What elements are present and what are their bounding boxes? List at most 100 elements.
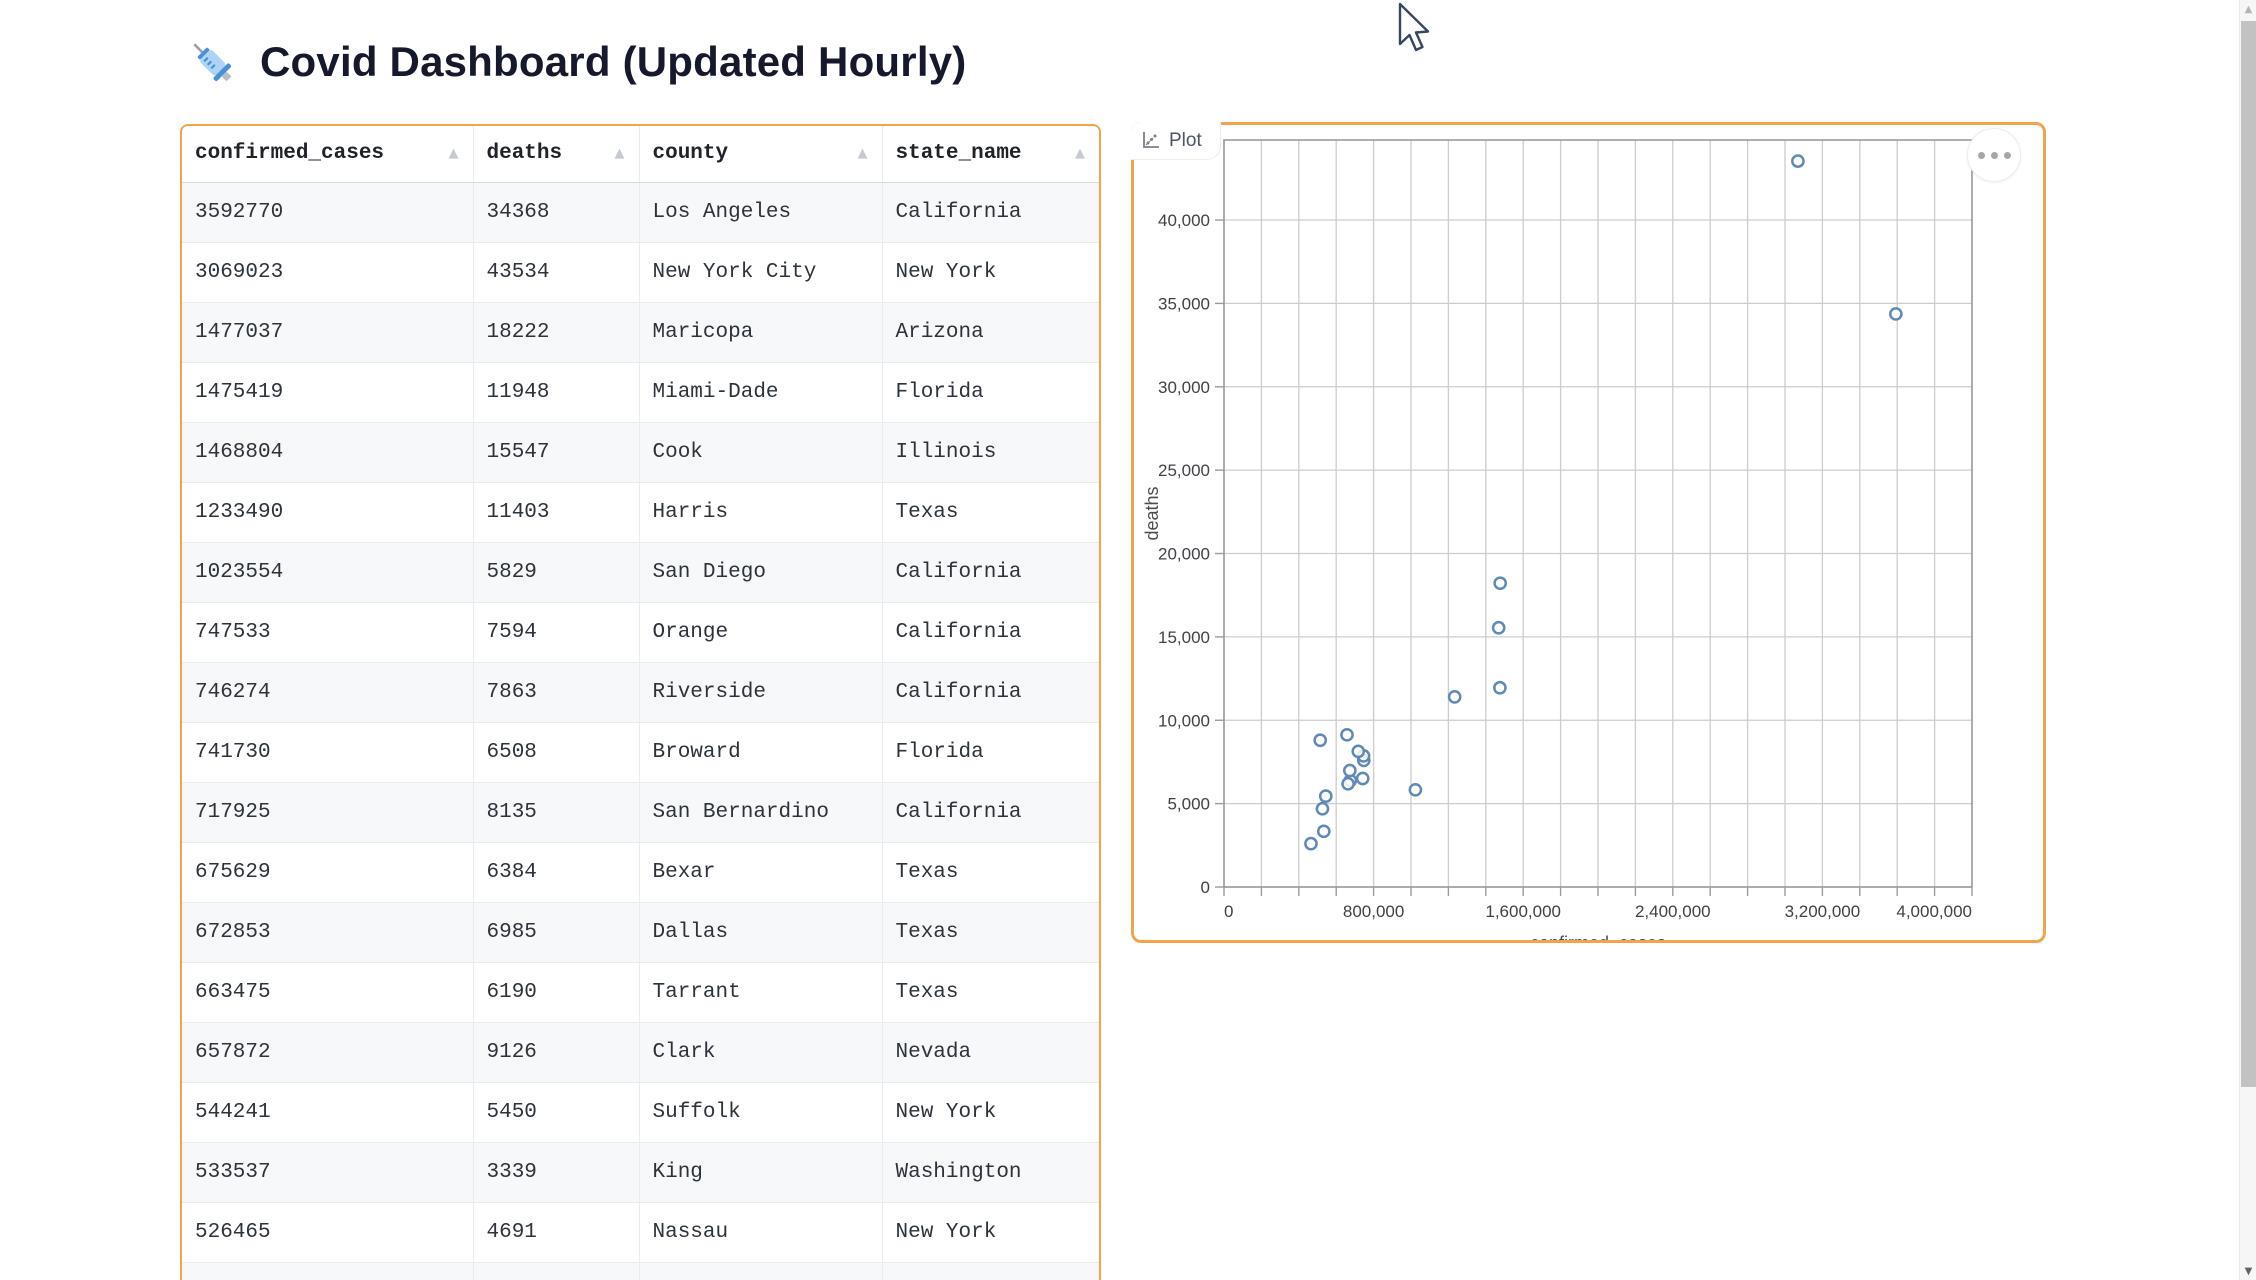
panel-menu-button[interactable] bbox=[1967, 128, 2021, 182]
scatter-point[interactable] bbox=[1491, 620, 1506, 635]
mouse-cursor bbox=[1398, 2, 1430, 52]
scatter-point[interactable] bbox=[1351, 744, 1366, 759]
table-row[interactable]: 544241 5450 Suffolk New York bbox=[182, 1082, 1099, 1143]
scroll-up-button[interactable]: ▲ bbox=[2240, 0, 2256, 18]
cell-confirmed-cases: 3069023 bbox=[182, 242, 474, 303]
table-row[interactable]: 3069023 43534 New York City New York bbox=[182, 242, 1099, 303]
scatter-point[interactable] bbox=[1341, 776, 1355, 791]
cell-deaths: 8135 bbox=[473, 782, 640, 843]
sort-triangle-up-icon[interactable]: ▲ bbox=[614, 145, 625, 161]
cell-deaths: 5829 bbox=[473, 542, 640, 603]
column-header-county[interactable]: county ▲ bbox=[639, 126, 883, 183]
scatter-point[interactable] bbox=[1791, 154, 1805, 168]
plot-tab[interactable]: Plot bbox=[1131, 122, 1221, 160]
scatter-point[interactable] bbox=[1313, 733, 1328, 748]
cell-state-name: Florida bbox=[882, 362, 1099, 423]
cell-state-name: Nevada bbox=[882, 1022, 1099, 1083]
vertical-scrollbar[interactable]: ▲ ▼ bbox=[2239, 0, 2256, 1280]
scatter-point[interactable] bbox=[1493, 680, 1507, 695]
table-row[interactable]: 741730 6508 Broward Florida bbox=[182, 722, 1099, 783]
table-row[interactable]: 747533 7594 Orange California bbox=[182, 602, 1099, 663]
scatter-point[interactable] bbox=[1355, 771, 1370, 786]
ellipsis-icon bbox=[2003, 151, 2011, 159]
scatter-point[interactable] bbox=[1318, 789, 1333, 803]
cell-state-name: Michigan bbox=[882, 1262, 1099, 1280]
scroll-down-button[interactable]: ▼ bbox=[2240, 1262, 2256, 1280]
table-row[interactable]: 1475419 11948 Miami-Dade Florida bbox=[182, 362, 1099, 423]
cell-state-name: Arizona bbox=[882, 302, 1099, 363]
table-row[interactable]: 533537 3339 King Washington bbox=[182, 1142, 1099, 1203]
table-row[interactable]: 1468804 15547 Cook Illinois bbox=[182, 422, 1099, 483]
cell-deaths: 7863 bbox=[473, 662, 640, 723]
cell-confirmed-cases: 544241 bbox=[182, 1082, 474, 1143]
cell-county: San Diego bbox=[639, 542, 883, 603]
x-tick-label: 3,200,000 bbox=[1785, 902, 1861, 921]
x-tick-label: 1,600,000 bbox=[1485, 902, 1561, 921]
scatter-point[interactable] bbox=[1888, 307, 1903, 321]
cell-county: Harris bbox=[639, 482, 883, 543]
sort-triangle-up-icon[interactable]: ▲ bbox=[1075, 145, 1085, 161]
scatter-chart-icon bbox=[1143, 132, 1159, 148]
triangle-up-icon: ▲ bbox=[2244, 3, 2253, 15]
scatter-point[interactable] bbox=[1340, 727, 1354, 742]
table-row[interactable]: 1477037 18222 Maricopa Arizona bbox=[182, 302, 1099, 363]
cell-state-name: Texas bbox=[882, 902, 1099, 963]
table-row[interactable]: 1233490 11403 Harris Texas bbox=[182, 482, 1099, 543]
table-row[interactable]: 3592770 34368 Los Angeles California bbox=[182, 182, 1099, 243]
scatter-point[interactable] bbox=[1316, 824, 1331, 839]
table-row[interactable]: 717925 8135 San Bernardino California bbox=[182, 782, 1099, 843]
sort-triangle-up-icon[interactable]: ▲ bbox=[857, 145, 868, 161]
column-header-confirmed-cases[interactable]: confirmed_cases ▲ bbox=[182, 126, 474, 183]
column-header-deaths[interactable]: deaths ▲ bbox=[473, 126, 640, 183]
scrollbar-thumb[interactable] bbox=[2241, 21, 2256, 1087]
cell-deaths: 5450 bbox=[473, 1082, 640, 1143]
syringe-icon bbox=[193, 43, 231, 81]
x-tick-label: 0 bbox=[1224, 902, 1233, 921]
cell-state-name: California bbox=[882, 662, 1099, 723]
cell-confirmed-cases: 717925 bbox=[182, 782, 474, 843]
cell-county: Suffolk bbox=[639, 1082, 883, 1143]
cell-confirmed-cases: 533537 bbox=[182, 1142, 474, 1203]
cell-confirmed-cases: 746274 bbox=[182, 662, 474, 723]
cell-state-name: California bbox=[882, 602, 1099, 663]
table-row[interactable]: 672853 6985 Dallas Texas bbox=[182, 902, 1099, 963]
cell-county: Cook bbox=[639, 422, 883, 483]
y-tick-label: 0 bbox=[1201, 878, 1210, 897]
scatter-point[interactable] bbox=[1304, 836, 1318, 851]
cell-county: Maricopa bbox=[639, 302, 883, 363]
table-row[interactable]: 5145128802WayneMichigan bbox=[182, 1262, 1099, 1280]
plot-tab-label: Plot bbox=[1169, 129, 1202, 151]
cell-confirmed-cases: 3592770 bbox=[182, 182, 474, 243]
column-header-state-name[interactable]: state_name ▲ bbox=[882, 126, 1099, 183]
table-row[interactable]: 1023554 5829 San Diego California bbox=[182, 542, 1099, 603]
cell-deaths: 6190 bbox=[473, 962, 640, 1023]
cell-state-name: California bbox=[882, 542, 1099, 603]
column-label: county bbox=[652, 142, 729, 166]
table-row[interactable]: 675629 6384 Bexar Texas bbox=[182, 842, 1099, 903]
table-header-row: confirmed_cases ▲ deaths ▲ county ▲ stat… bbox=[182, 126, 1099, 183]
cell-county: Bexar bbox=[639, 842, 883, 903]
y-axis-title: deaths bbox=[1142, 486, 1162, 540]
table-row[interactable]: 526465 4691 Nassau New York bbox=[182, 1202, 1099, 1263]
cell-state-name: California bbox=[882, 782, 1099, 843]
cell-confirmed-cases: 526465 bbox=[182, 1202, 474, 1263]
scatter-point[interactable] bbox=[1447, 690, 1462, 704]
table-row[interactable]: 746274 7863 Riverside California bbox=[182, 662, 1099, 723]
cell-county: Miami-Dade bbox=[639, 362, 883, 423]
table-row[interactable]: 657872 9126 Clark Nevada bbox=[182, 1022, 1099, 1083]
scatter-point[interactable] bbox=[1408, 782, 1423, 797]
cell-confirmed-cases: 1475419 bbox=[182, 362, 474, 423]
scatter-point[interactable] bbox=[1493, 576, 1508, 591]
scatter-point[interactable] bbox=[1342, 763, 1357, 778]
y-tick-label: 20,000 bbox=[1158, 545, 1210, 564]
table-row[interactable]: 663475 6190 Tarrant Texas bbox=[182, 962, 1099, 1023]
y-tick-label: 10,000 bbox=[1158, 711, 1210, 730]
y-tick-label: 5,000 bbox=[1167, 795, 1210, 814]
sort-triangle-up-icon[interactable]: ▲ bbox=[448, 145, 459, 161]
y-tick-label: 15,000 bbox=[1158, 628, 1210, 647]
scatter-point[interactable] bbox=[1315, 801, 1330, 816]
x-tick-label: 800,000 bbox=[1343, 902, 1404, 921]
cell-confirmed-cases: 1468804 bbox=[182, 422, 474, 483]
y-tick-label: 35,000 bbox=[1158, 294, 1210, 313]
